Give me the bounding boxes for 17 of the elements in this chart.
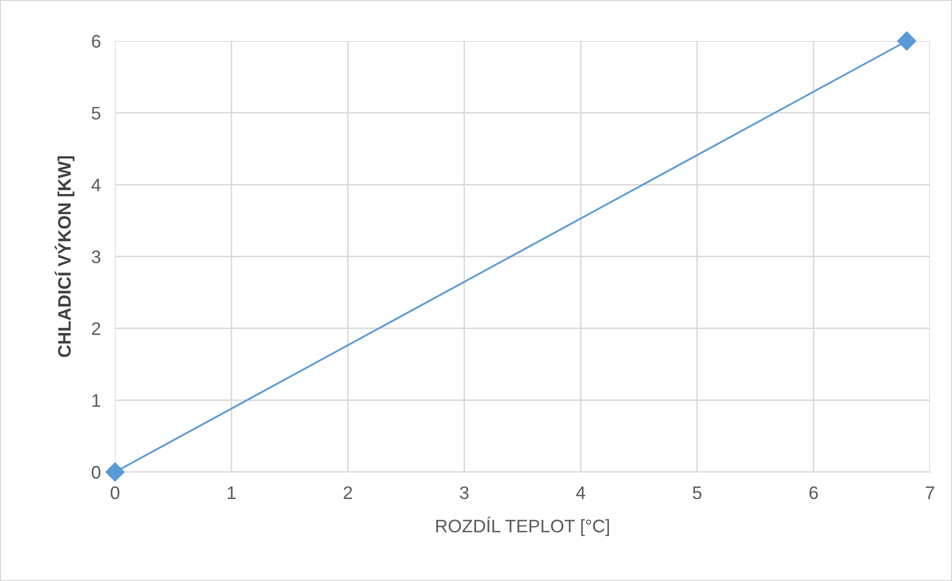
x-tick-label: 5 <box>692 486 702 500</box>
y-axis-title: CHLADICÍ VÝKON [KW] <box>54 156 74 358</box>
x-tick-label: 7 <box>926 486 934 499</box>
x-tick-label: 4 <box>576 486 586 499</box>
y-tick-label: 0 <box>92 466 100 479</box>
x-axis-title: ROZDÍL TEPLOT [°C] <box>436 516 609 536</box>
y-tick-label: 5 <box>92 106 100 120</box>
x-tick-label: 1 <box>228 486 236 499</box>
x-tick-label: 3 <box>460 486 469 500</box>
y-tick-label: 2 <box>92 322 100 335</box>
x-tick-label: 2 <box>344 486 352 499</box>
y-tick-label: 4 <box>91 178 101 192</box>
x-tick-label: 0 <box>110 486 120 500</box>
y-tick-label: 6 <box>92 34 100 48</box>
y-tick-label: 3 <box>92 250 100 264</box>
y-tick-label: 1 <box>92 394 100 407</box>
x-tick-label: 6 <box>809 486 818 500</box>
